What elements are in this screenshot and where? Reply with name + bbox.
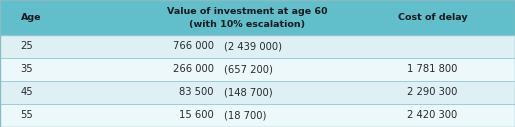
Text: 2 290 300: 2 290 300 <box>407 87 458 97</box>
Bar <box>0 104 515 127</box>
Bar <box>0 81 515 104</box>
Text: 25: 25 <box>21 41 33 51</box>
Text: 266 000: 266 000 <box>173 64 214 74</box>
Text: 45: 45 <box>21 87 33 97</box>
Text: 35: 35 <box>21 64 33 74</box>
Text: Age: Age <box>21 13 41 22</box>
Text: Value of investment at age 60: Value of investment at age 60 <box>167 7 328 16</box>
Text: 1 781 800: 1 781 800 <box>407 64 458 74</box>
Bar <box>0 0 515 35</box>
Text: (2 439 000): (2 439 000) <box>224 41 282 51</box>
Text: (with 10% escalation): (with 10% escalation) <box>189 20 305 29</box>
Text: 15 600: 15 600 <box>179 110 214 120</box>
Text: 2 420 300: 2 420 300 <box>407 110 458 120</box>
Text: 55: 55 <box>21 110 33 120</box>
Text: Cost of delay: Cost of delay <box>398 13 468 22</box>
Bar <box>0 58 515 81</box>
Text: (18 700): (18 700) <box>224 110 266 120</box>
Text: (148 700): (148 700) <box>224 87 272 97</box>
Text: (657 200): (657 200) <box>224 64 273 74</box>
Text: 83 500: 83 500 <box>179 87 214 97</box>
Bar <box>0 35 515 58</box>
Text: 766 000: 766 000 <box>173 41 214 51</box>
